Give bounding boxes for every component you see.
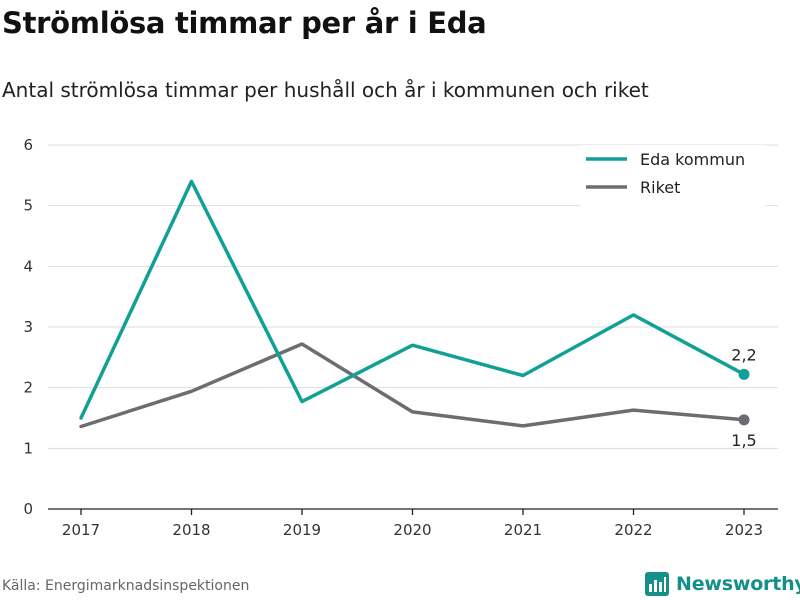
legend-label-eda-kommun: Eda kommun [640, 150, 745, 169]
end-point-eda-kommun [738, 368, 750, 380]
y-tick-label: 3 [23, 318, 33, 336]
y-tick-label: 2 [23, 379, 33, 397]
brand-logo: Newsworthy [644, 570, 800, 598]
x-tick-label: 2023 [725, 521, 763, 539]
x-tick-label: 2022 [614, 521, 652, 539]
source-note: Källa: Energimarknadsinspektionen [2, 578, 250, 594]
x-tick-label: 2019 [283, 521, 321, 539]
series-line-eda-kommun [79, 179, 746, 420]
y-tick-label: 0 [23, 500, 33, 518]
x-tick-label: 2018 [172, 521, 210, 539]
y-tick-label: 5 [23, 197, 33, 215]
x-tick-label: 2017 [62, 521, 100, 539]
y-tick-label: 6 [23, 136, 33, 154]
chart-title: Strömlösa timmar per år i Eda [2, 6, 487, 40]
legend-box [580, 145, 765, 207]
y-tick-label: 1 [23, 439, 33, 457]
series-line-riket [79, 342, 746, 429]
newsworthy-logo-icon [645, 572, 669, 596]
x-tick-label: 2020 [393, 521, 431, 539]
end-point-riket [738, 414, 750, 426]
end-label-riket: 1,5 [731, 431, 756, 450]
legend-label-riket: Riket [640, 178, 680, 197]
x-tick-label: 2021 [504, 521, 542, 539]
y-tick-label: 4 [23, 257, 33, 275]
end-label-eda-kommun: 2,2 [731, 345, 756, 364]
brand-name: Newsworthy [676, 573, 800, 595]
chart-subtitle: Antal strömlösa timmar per hushåll och å… [2, 78, 649, 102]
